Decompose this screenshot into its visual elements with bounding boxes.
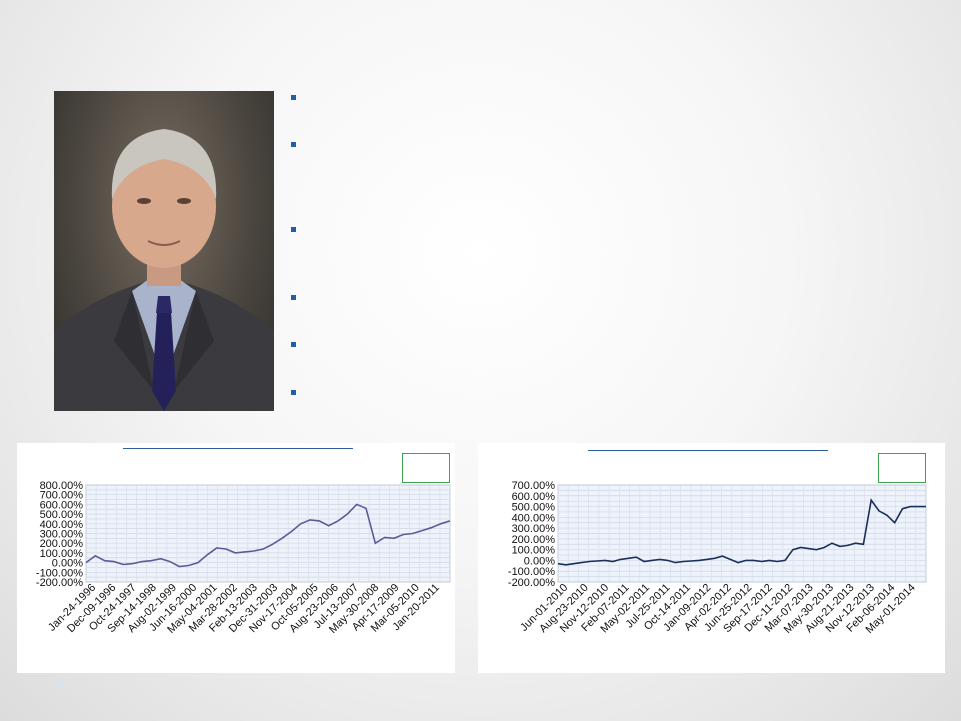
chart-panel-right: 700.00% 600.00% 500.00% 400.00% 300.00% 200.0… xyxy=(478,443,945,673)
y-tick-label: 100.00% xyxy=(512,545,556,557)
y-tick-label: -100.00% xyxy=(508,566,555,578)
series-line xyxy=(557,498,926,566)
legend-box xyxy=(878,453,926,483)
y-tick-label: 700.00% xyxy=(512,480,556,492)
bullet-marker xyxy=(288,387,298,397)
y-tick-label: 600.00% xyxy=(512,491,556,503)
y-tick-label: 200.00% xyxy=(512,534,556,546)
y-tick-label: -200.00% xyxy=(508,577,555,589)
y-tick-label: 100.00% xyxy=(40,548,84,560)
y-tick-label: 0.00% xyxy=(524,555,555,567)
y-tick-label: 300.00% xyxy=(40,529,84,541)
portrait-photo xyxy=(54,91,274,411)
legend-box xyxy=(402,453,450,483)
y-tick-label: 400.00% xyxy=(40,519,84,531)
y-tick-label: 200.00% xyxy=(40,538,84,550)
bullet-marker xyxy=(288,339,298,349)
y-tick-label: 700.00% xyxy=(40,490,84,502)
chart-right: 700.00%600.00%500.00%400.00%300.00%200.0… xyxy=(508,480,927,636)
bullet-list xyxy=(288,90,928,410)
y-tick-label: -100.00% xyxy=(36,567,83,579)
y-tick-label: 800.00% xyxy=(40,480,84,492)
chart-panel-left: 800.00% 700.00% 600.00% 500.00% 400.00% 300.0… xyxy=(17,443,455,673)
y-tick-label: 500.00% xyxy=(40,509,84,521)
chart-left: 800.00%700.00%600.00%500.00%400.00%300.0… xyxy=(36,480,451,636)
series-line xyxy=(85,503,451,568)
y-tick-label: 0.00% xyxy=(52,558,83,570)
bullet-marker xyxy=(288,139,298,149)
slide-marker-dot xyxy=(58,682,64,688)
y-tick-label: 500.00% xyxy=(512,502,556,514)
y-tick-label: 400.00% xyxy=(512,512,556,524)
bullet-marker xyxy=(288,224,298,234)
y-tick-label: 300.00% xyxy=(512,523,556,535)
y-tick-label: 600.00% xyxy=(40,499,84,511)
y-tick-label: -200.00% xyxy=(36,577,83,589)
portrait-image xyxy=(54,129,274,411)
chart-title-underline xyxy=(123,448,353,449)
chart-title-underline xyxy=(588,450,828,451)
bullet-marker xyxy=(288,292,298,302)
bullet-marker xyxy=(288,92,298,102)
